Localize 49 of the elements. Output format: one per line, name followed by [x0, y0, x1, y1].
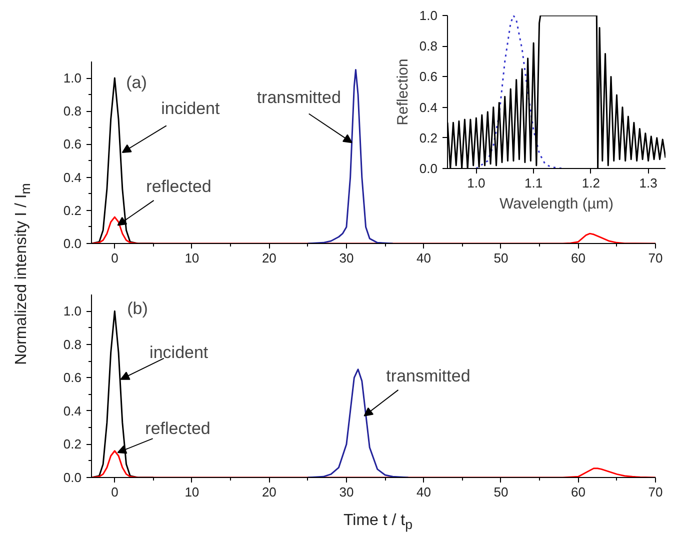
y-tick-label: 0.0	[63, 236, 82, 251]
y-axis-title: Reflection	[394, 58, 412, 126]
y-tick-label: 1.0	[419, 8, 438, 23]
annotation: transmitted	[386, 366, 470, 386]
x-axis-title: Time t / t$_{p}$	[342, 511, 414, 534]
y-tick-label: 0.4	[419, 100, 438, 115]
y-tick-label: 0.6	[63, 136, 82, 152]
annotation: (a)	[126, 72, 147, 92]
y-tick-label: 0.0	[63, 470, 82, 485]
x-tick-label: 20	[262, 484, 276, 500]
annotation: reflected	[145, 419, 210, 438]
y-tick-label: 0.6	[419, 69, 438, 84]
y-tick-label: 0.4	[63, 403, 82, 418]
x-tick-label: 40	[416, 250, 431, 266]
y-tick-label: 0.0	[419, 161, 438, 176]
y-tick-label: 1.0	[63, 304, 82, 319]
y-tick-label: 0.2	[63, 202, 82, 218]
x-tick-label: 50	[494, 250, 508, 266]
y-tick-label: 0.8	[419, 38, 438, 54]
x-tick-label: 20	[262, 250, 276, 266]
annotation: incident	[161, 99, 220, 118]
y-tick-label: 0.6	[63, 370, 82, 386]
annotation: transmitted	[256, 88, 341, 108]
x-tick-label: 1.3	[639, 176, 658, 190]
x-tick-label: 60	[571, 250, 586, 266]
annotation: (b)	[127, 299, 148, 318]
y-tick-label: 0.8	[63, 104, 82, 119]
x-tick-label: 1.1	[524, 176, 543, 190]
y-tick-label: 1.0	[63, 70, 82, 86]
y-tick-label: 0.8	[63, 336, 82, 352]
y-tick-label: 0.2	[419, 130, 438, 146]
x-axis-title: Wavelength (µm)	[500, 196, 614, 212]
x-tick-label: 10	[184, 250, 200, 266]
x-tick-label: 70	[648, 250, 663, 266]
x-tick-label: 60	[571, 484, 586, 500]
x-tick-label: 50	[494, 484, 508, 500]
annotation: incident	[150, 342, 208, 362]
x-tick-label: 10	[184, 484, 200, 500]
x-tick-label: 1.2	[582, 176, 600, 190]
x-tick-label: 70	[648, 484, 663, 500]
x-tick-label: 1.0	[467, 176, 486, 190]
x-tick-label: 30	[339, 484, 354, 500]
y-tick-label: 0.4	[63, 170, 82, 185]
annotation: reflected	[146, 176, 212, 196]
x-tick-label: 30	[339, 250, 354, 266]
y-tick-label: 0.2	[63, 436, 82, 452]
x-tick-label: 0	[111, 484, 118, 500]
x-tick-label: 0	[111, 250, 118, 266]
x-tick-label: 40	[416, 484, 431, 500]
